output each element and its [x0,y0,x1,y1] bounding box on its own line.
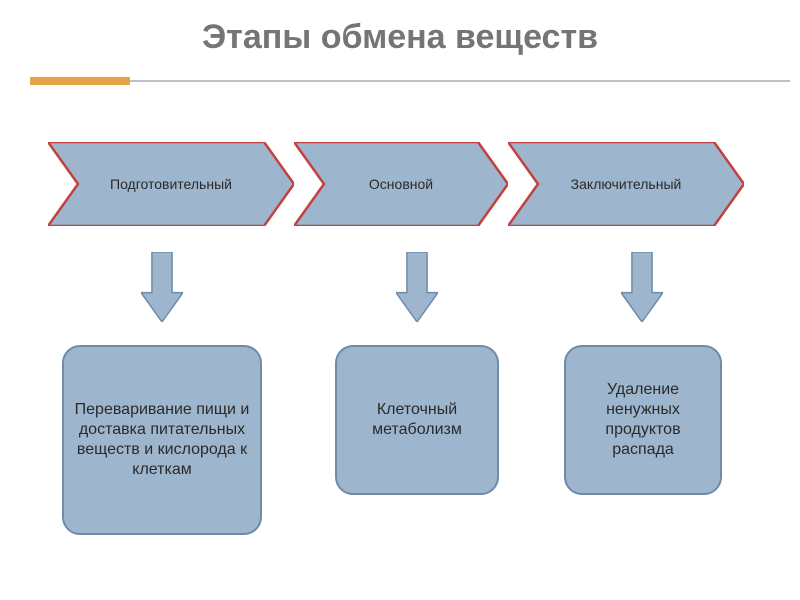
down-arrow-1 [396,252,438,322]
underline-line [30,80,790,82]
chevron-stage-2: Заключительный [508,142,744,226]
chevron-label-1: Основной [324,142,478,226]
chevron-label-0: Подготовительный [78,142,264,226]
chevron-row: Подготовительный Основной Заключительный [48,142,752,226]
description-box-1: Клеточный метаболизм [335,345,499,495]
chevron-label-2: Заключительный [538,142,714,226]
description-box-0: Переваривание пищи и доставка питательны… [62,345,262,535]
chevron-stage-1: Основной [294,142,508,226]
description-box-2: Удаление ненужных продуктов распада [564,345,722,495]
down-arrow-0 [141,252,183,322]
title-underline [30,77,800,85]
underline-accent [30,77,130,85]
down-arrow-2 [621,252,663,322]
down-arrows-row [0,252,800,322]
page-title: Этапы обмена веществ [0,0,800,57]
chevron-stage-0: Подготовительный [48,142,294,226]
